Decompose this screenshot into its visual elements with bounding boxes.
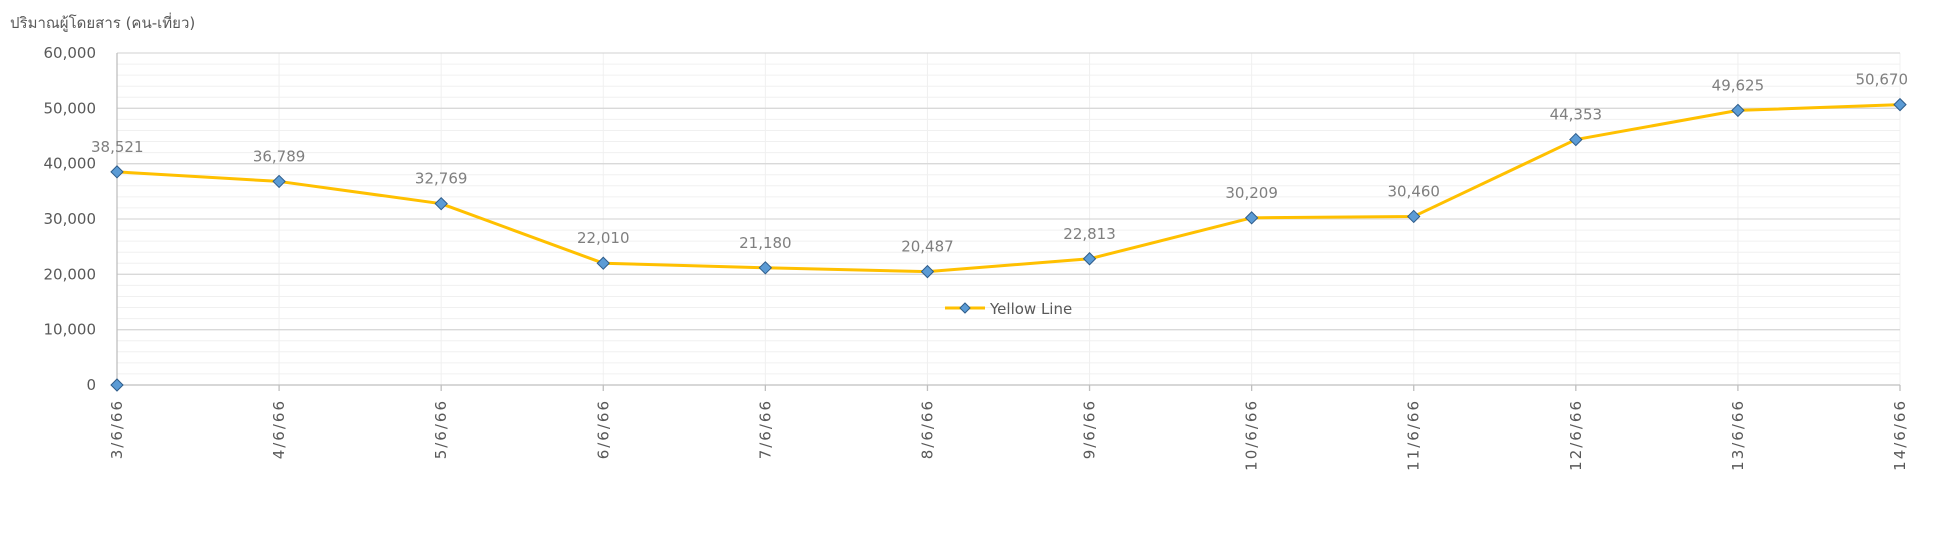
data-point-marker[interactable] — [434, 196, 448, 211]
data-point-marker-zero[interactable] — [110, 378, 124, 392]
data-point-marker[interactable] — [110, 165, 124, 179]
data-point-marker[interactable] — [596, 256, 610, 270]
data-label: 36,789 — [253, 147, 306, 165]
legend[interactable]: Yellow Line — [945, 300, 1072, 318]
data-label: 22,813 — [1063, 225, 1116, 243]
data-label: 30,209 — [1225, 184, 1278, 202]
x-tick-label: 7/6/66 — [756, 399, 774, 459]
y-tick-label: 60,000 — [44, 44, 97, 62]
x-tick-label: 13/6/66 — [1729, 399, 1747, 471]
data-label: 44,353 — [1550, 106, 1603, 124]
legend-label-yellow-line: Yellow Line — [989, 300, 1072, 318]
y-tick-label: 0 — [86, 376, 96, 394]
x-tick-label: 11/6/66 — [1405, 399, 1423, 471]
data-labels: 38,521 36,789 32,769 22,010 21,180 20,487 22,8… — [91, 71, 1908, 256]
x-tick-label: 6/6/66 — [594, 399, 612, 459]
x-axis-ticks: 3/6/66 4/6/66 5/6/66 6/6/66 7/6/66 8/6/66 9/6/… — [108, 399, 1909, 471]
data-point-marker[interactable] — [1569, 132, 1583, 147]
data-point-marker[interactable] — [1893, 97, 1907, 112]
data-label: 38,521 — [91, 138, 144, 156]
data-label: 32,769 — [415, 170, 468, 188]
y-axis-title: ปริมาณผู้โดยสาร (คน-เที่ยว) — [10, 12, 195, 32]
data-point-marker[interactable] — [758, 261, 773, 275]
data-label: 50,670 — [1856, 71, 1909, 89]
y-axis-ticks: 0 10,000 20,000 30,000 40,000 50,000 60,000 — [44, 44, 97, 394]
data-point-marker[interactable] — [1244, 211, 1259, 225]
x-tick-label: 5/6/66 — [432, 399, 450, 459]
x-tick-label: 10/6/66 — [1243, 399, 1261, 471]
data-label: 20,487 — [901, 238, 954, 256]
x-tick-label: 3/6/66 — [108, 399, 126, 459]
data-point-marker[interactable] — [920, 264, 935, 279]
data-point-marker[interactable] — [1731, 103, 1745, 118]
y-tick-label: 10,000 — [44, 321, 97, 339]
series-yellow-line — [110, 97, 1907, 392]
y-tick-label: 30,000 — [44, 210, 97, 228]
y-tick-label: 20,000 — [44, 265, 97, 283]
data-label: 49,625 — [1712, 76, 1765, 94]
data-point-marker[interactable] — [1082, 252, 1097, 266]
data-label: 22,010 — [577, 229, 630, 247]
x-tick-label: 4/6/66 — [270, 399, 288, 459]
data-point-marker[interactable] — [272, 174, 286, 189]
grid — [116, 52, 1901, 385]
x-tick-label: 9/6/66 — [1081, 399, 1099, 459]
data-label: 21,180 — [739, 234, 792, 252]
x-tick-label: 12/6/66 — [1567, 399, 1585, 471]
data-label: 30,460 — [1387, 182, 1440, 200]
x-tick-label: 14/6/66 — [1891, 399, 1909, 471]
y-tick-label: 50,000 — [44, 99, 97, 117]
legend-marker — [959, 302, 971, 314]
series-line — [116, 103, 1901, 274]
x-tick-label: 8/6/66 — [918, 399, 936, 459]
data-point-marker[interactable] — [1407, 209, 1421, 224]
y-tick-label: 40,000 — [44, 155, 97, 173]
